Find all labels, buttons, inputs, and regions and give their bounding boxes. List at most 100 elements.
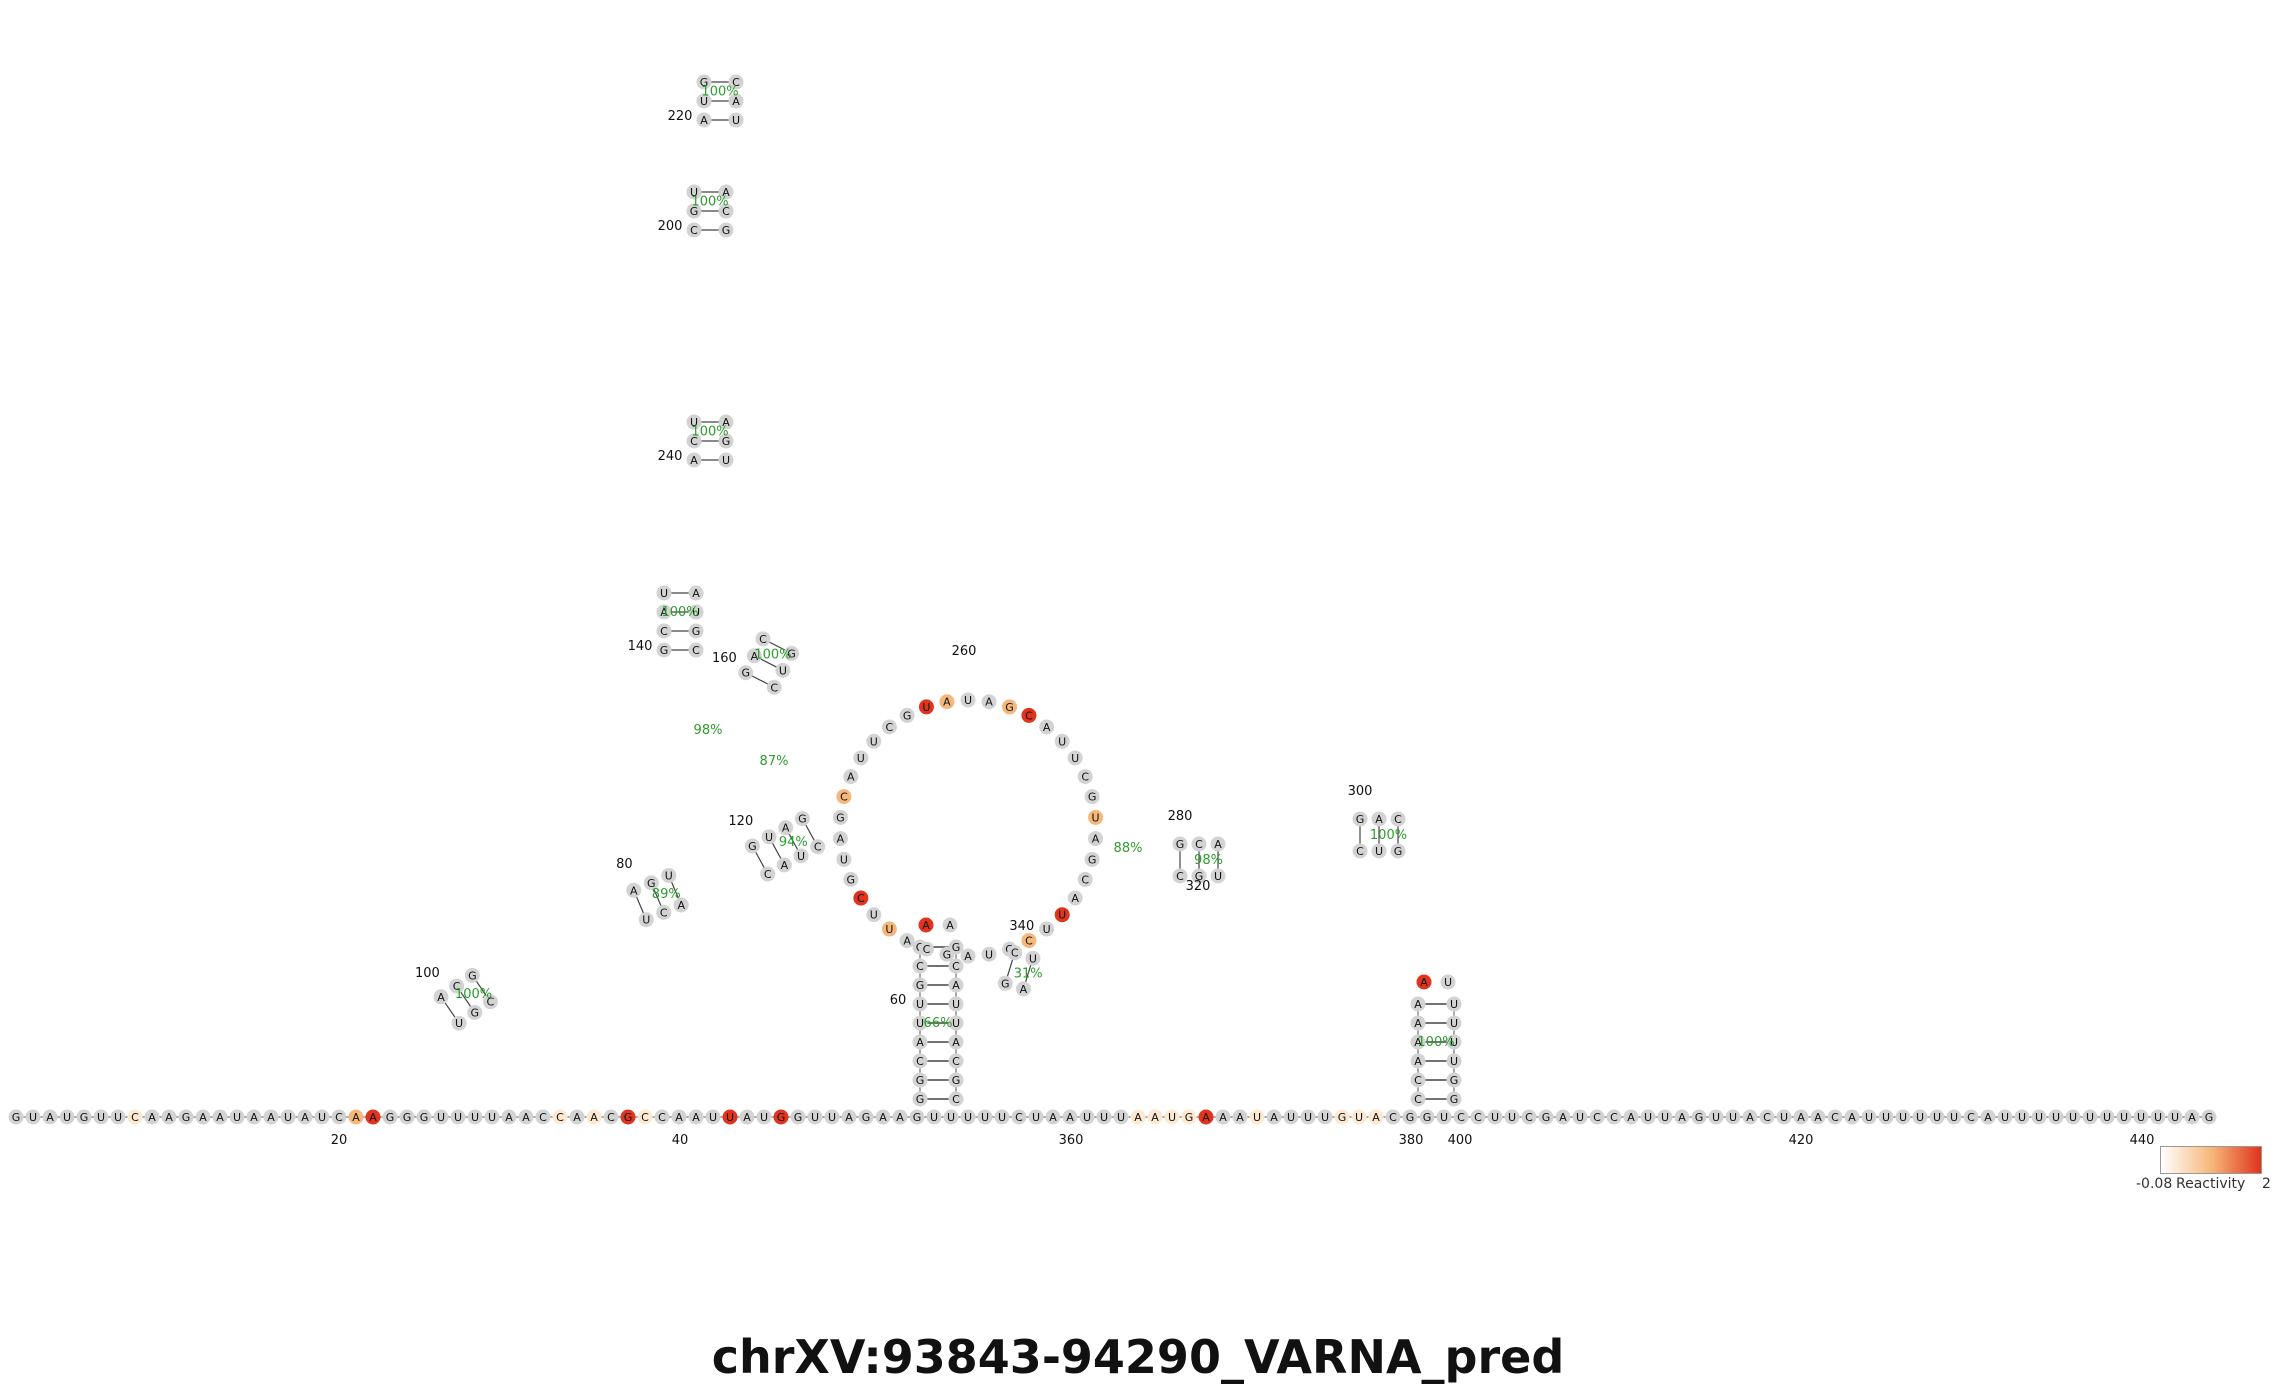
- nucleotide-circle: [836, 851, 852, 867]
- nucleotide-letter: G: [741, 667, 750, 680]
- nucleotide-circle: [161, 1109, 177, 1125]
- nucleotide-letter: C: [1081, 873, 1089, 886]
- nucleotide-circle: [899, 933, 915, 949]
- nucleotide-circle: [656, 904, 672, 920]
- nucleotide-letter: C: [690, 224, 698, 237]
- nucleotide-letter: A: [46, 1111, 54, 1124]
- nucleotide-circle: [766, 679, 782, 695]
- nucleotide-letter: A: [1414, 1036, 1422, 1049]
- nucleotide-circle: [1371, 811, 1387, 827]
- nucleotide-letter: A: [1375, 813, 1383, 826]
- nucleotide-letter: A: [952, 979, 960, 992]
- nucleotide-letter: C: [1389, 1111, 1397, 1124]
- diagram-title: chrXV:93843-94290_VARNA_pred: [711, 1330, 1565, 1384]
- nucleotide-letter: A: [1372, 1111, 1380, 1124]
- nucleotide-circle: [1402, 1109, 1418, 1125]
- nucleotide-letter: G: [916, 979, 925, 992]
- nucleotide-circle: [2167, 1109, 2183, 1125]
- nucleotide-circle: [688, 585, 704, 601]
- nucleotide-letter: U: [1444, 976, 1452, 989]
- nucleotide-circle: [1025, 950, 1041, 966]
- nucleotide-letter: U: [1214, 870, 1222, 883]
- support-label: 87%: [760, 754, 789, 769]
- nucleotide-circle: [433, 1109, 449, 1125]
- nucleotide-letter: U: [1729, 1111, 1737, 1124]
- nucleotide-letter: U: [1450, 1017, 1458, 1030]
- nucleotide-letter: U: [642, 914, 650, 927]
- nucleotide-circle: [1589, 1109, 1605, 1125]
- nucleotide-letter: A: [1202, 1111, 1210, 1124]
- nucleotide-circle: [416, 1109, 432, 1125]
- base-pair-lines: [440, 81, 1447, 1100]
- nucleotide-letter: G: [1185, 1111, 1194, 1124]
- nucleotide-letter: U: [2103, 1111, 2111, 1124]
- nucleotide-circle: [382, 1109, 398, 1125]
- nucleotide-letter: C: [952, 1055, 960, 1068]
- nucleotide-letter: C: [607, 1111, 615, 1124]
- nucleotide-circle: [939, 946, 955, 962]
- nucleotide-letter: U: [828, 1111, 836, 1124]
- nucleotide-circle: [110, 1109, 126, 1125]
- nucleotide-letter: U: [981, 1111, 989, 1124]
- nucleotide-circle: [1113, 1109, 1129, 1125]
- nucleotide-circle: [467, 1004, 483, 1020]
- nucleotide-letter: U: [779, 664, 787, 677]
- nucleotide-circle: [2150, 1109, 2166, 1125]
- nucleotide-letter: A: [199, 1111, 207, 1124]
- nucleotide-letter: C: [1831, 1111, 1839, 1124]
- nucleotide-letter: G: [903, 709, 912, 722]
- nucleotide-letter: G: [1423, 1111, 1432, 1124]
- nucleotide-circle: [178, 1109, 194, 1125]
- nucleotide-letter: A: [1420, 976, 1428, 989]
- nucleotide-circle: [1572, 1109, 1588, 1125]
- nucleotide-letter: U: [233, 1111, 241, 1124]
- nucleotide-circle: [1352, 811, 1368, 827]
- legend-title: Reactivity: [2176, 1176, 2246, 1192]
- nucleotide-circle: [744, 838, 760, 854]
- nucleotide-letter: A: [165, 1111, 173, 1124]
- nucleotide-circle: [912, 1091, 928, 1107]
- nucleotide-letter: U: [1899, 1111, 1907, 1124]
- nucleotide-circle: [1504, 1109, 1520, 1125]
- position-label: 140: [628, 639, 653, 654]
- nucleotide-letter: G: [420, 1111, 429, 1124]
- nucleotide-letter: U: [1321, 1111, 1329, 1124]
- nucleotide-letter: C: [453, 980, 461, 993]
- nucleotide-circle: [450, 1109, 466, 1125]
- nucleotide-circle: [1088, 809, 1104, 825]
- nucleotide-letter: G: [386, 1111, 395, 1124]
- nucleotide-letter: U: [952, 1017, 960, 1030]
- nucleotide-letter: A: [573, 1111, 581, 1124]
- nucleotide-circle: [348, 1109, 364, 1125]
- nucleotide-circle: [899, 707, 915, 723]
- nucleotide-letter: U: [1092, 811, 1100, 824]
- nucleotide-letter: G: [1176, 838, 1185, 851]
- nucleotide-circle: [1606, 1109, 1622, 1125]
- nucleotide-circle: [773, 1109, 789, 1125]
- nucleotide-letter: U: [2035, 1111, 2043, 1124]
- nucleotide-circle: [960, 692, 976, 708]
- nucleotide-circle: [1929, 1109, 1945, 1125]
- nucleotide-circle: [1077, 769, 1093, 785]
- nucleotide-circle: [2099, 1109, 2115, 1125]
- nucleotide-circle: [705, 1109, 721, 1125]
- position-label: 220: [668, 109, 693, 124]
- nucleotide-letter: C: [1015, 1111, 1023, 1124]
- nucleotide-letter: U: [2154, 1111, 2162, 1124]
- nucleotide-circle: [1172, 868, 1188, 884]
- nucleotide-letter: A: [369, 1111, 377, 1124]
- nucleotide-circle: [1416, 974, 1432, 990]
- support-label: 100%: [661, 605, 698, 620]
- nucleotide-letter: A: [692, 1111, 700, 1124]
- nucleotide-letter: A: [148, 1111, 156, 1124]
- nucleotide-letter: G: [1088, 853, 1097, 866]
- nucleotide-letter: G: [1001, 977, 1010, 990]
- nucleotide-circle: [1096, 1109, 1112, 1125]
- nucleotide-circle: [1054, 733, 1070, 749]
- nucleotide-letter: G: [952, 941, 961, 954]
- nucleotide-circle: [1352, 843, 1368, 859]
- nucleotide-circle: [1021, 707, 1037, 723]
- nucleotide-circle: [1446, 1034, 1462, 1050]
- nucleotide-circle: [853, 750, 869, 766]
- position-label: 120: [728, 814, 753, 829]
